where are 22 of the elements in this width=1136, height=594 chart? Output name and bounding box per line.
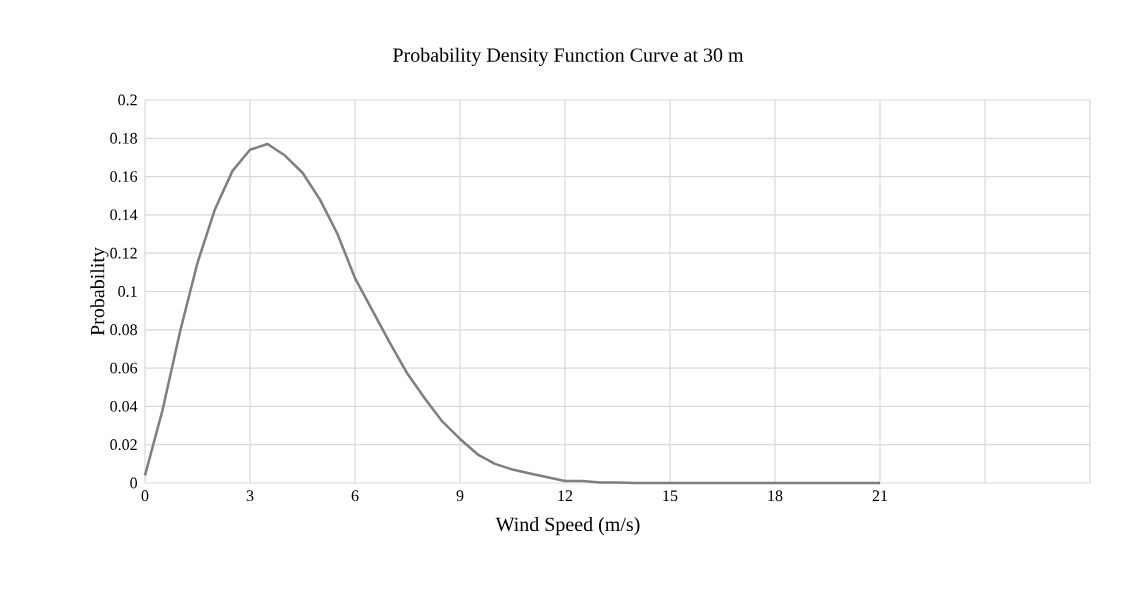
x-tick-label: 9 bbox=[456, 490, 464, 502]
y-tick-label: 0.04 bbox=[110, 400, 138, 412]
x-tick-label: 0 bbox=[141, 490, 149, 502]
y-tick-label: 0.1 bbox=[118, 286, 137, 297]
y-tick-label: 0.08 bbox=[110, 324, 138, 336]
x-tick-label: 15 bbox=[663, 490, 678, 502]
y-tick-label: 0.14 bbox=[110, 209, 138, 221]
chart-title: Probability Density Function Curve at 30 m bbox=[393, 47, 744, 66]
y-tick-label: 0.02 bbox=[110, 439, 137, 451]
x-tick-label: 12 bbox=[558, 490, 573, 501]
y-tick-label: 0 bbox=[130, 477, 138, 489]
x-axis-title: Wind Speed (m/s) bbox=[495, 517, 640, 536]
y-tick-label: 0.12 bbox=[110, 247, 137, 259]
x-tick-label: 18 bbox=[768, 490, 783, 502]
x-tick-label: 3 bbox=[246, 490, 254, 502]
y-tick-label: 0.16 bbox=[110, 171, 138, 183]
x-tick-label: 6 bbox=[351, 490, 359, 502]
y-tick-label: 0.2 bbox=[118, 94, 137, 106]
x-tick-label: 21 bbox=[872, 490, 888, 501]
y-axis-title: Probability bbox=[90, 247, 109, 336]
y-tick-label: 0.06 bbox=[110, 362, 138, 374]
y-tick-label: 0.18 bbox=[110, 132, 138, 144]
